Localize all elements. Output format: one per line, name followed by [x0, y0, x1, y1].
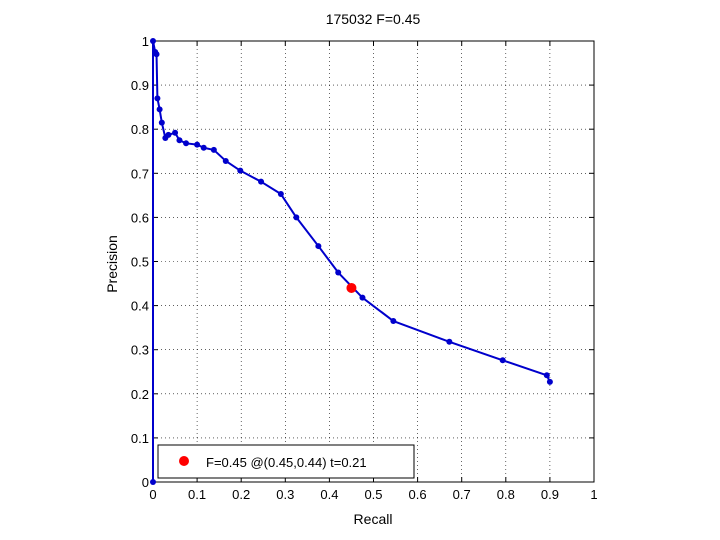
y-tick-label: 0.5	[131, 255, 149, 270]
y-tick-label: 0.3	[131, 343, 149, 358]
data-point	[183, 140, 190, 147]
data-point	[499, 357, 506, 364]
data-point	[210, 146, 217, 153]
x-tick-label: 0	[149, 487, 156, 502]
data-point	[293, 214, 300, 221]
y-tick-label: 0.1	[131, 431, 149, 446]
x-tick-label: 0.6	[409, 487, 427, 502]
data-point	[335, 269, 342, 276]
data-point	[237, 167, 244, 174]
y-tick-label: 0.2	[131, 387, 149, 402]
data-point	[176, 137, 183, 144]
chart-title: 175032 F=0.45	[326, 11, 421, 27]
data-point	[165, 131, 172, 138]
grid	[153, 41, 594, 482]
series-group	[150, 38, 553, 485]
series-line	[152, 40, 551, 482]
y-tick-label: 0	[142, 475, 149, 490]
x-tick-label: 0.9	[541, 487, 559, 502]
data-point	[446, 338, 453, 345]
x-tick-label: 0.1	[188, 487, 206, 502]
data-point	[543, 372, 550, 379]
data-point	[194, 141, 201, 148]
data-point	[172, 129, 179, 136]
data-point	[150, 38, 156, 44]
y-tick-label: 0.4	[131, 299, 149, 314]
legend-label: F=0.45 @(0.45,0.44) t=0.21	[206, 455, 367, 470]
data-point	[315, 243, 322, 250]
data-point	[222, 157, 229, 164]
x-tick-label: 0.4	[320, 487, 338, 502]
x-tick-label: 0.3	[276, 487, 294, 502]
data-point	[258, 178, 265, 185]
data-point	[150, 479, 156, 485]
x-tick-label: 1	[590, 487, 597, 502]
data-point	[359, 294, 366, 301]
legend-box	[157, 444, 415, 479]
y-tick-label: 0.7	[131, 166, 149, 181]
data-point	[156, 106, 163, 113]
legend: F=0.45 @(0.45,0.44) t=0.21	[157, 444, 415, 479]
y-tick-label: 0.8	[131, 122, 149, 137]
y-axis-label: Precision	[104, 235, 120, 293]
legend-marker	[179, 456, 189, 466]
x-tick-label: 0.5	[364, 487, 382, 502]
y-tick-label: 1	[142, 34, 149, 49]
data-point	[546, 378, 553, 385]
data-point	[153, 51, 160, 58]
data-point	[154, 95, 161, 102]
y-tick-label: 0.6	[131, 210, 149, 225]
x-tick-label: 0.2	[232, 487, 250, 502]
x-axis-label: Recall	[354, 511, 393, 527]
data-point	[390, 318, 397, 325]
ticks: 0 0.1 0.2 0.3 0.4 0.5 0.6 0.7 0.8 0.9 1 0 0.1 0.2 0.3 0…	[131, 34, 598, 502]
x-tick-label: 0.7	[453, 487, 471, 502]
x-tick-label: 0.8	[497, 487, 515, 502]
y-tick-label: 0.9	[131, 78, 149, 93]
data-point	[200, 144, 207, 151]
data-point	[158, 119, 165, 126]
best-f-point	[346, 282, 357, 293]
data-point	[277, 191, 284, 198]
